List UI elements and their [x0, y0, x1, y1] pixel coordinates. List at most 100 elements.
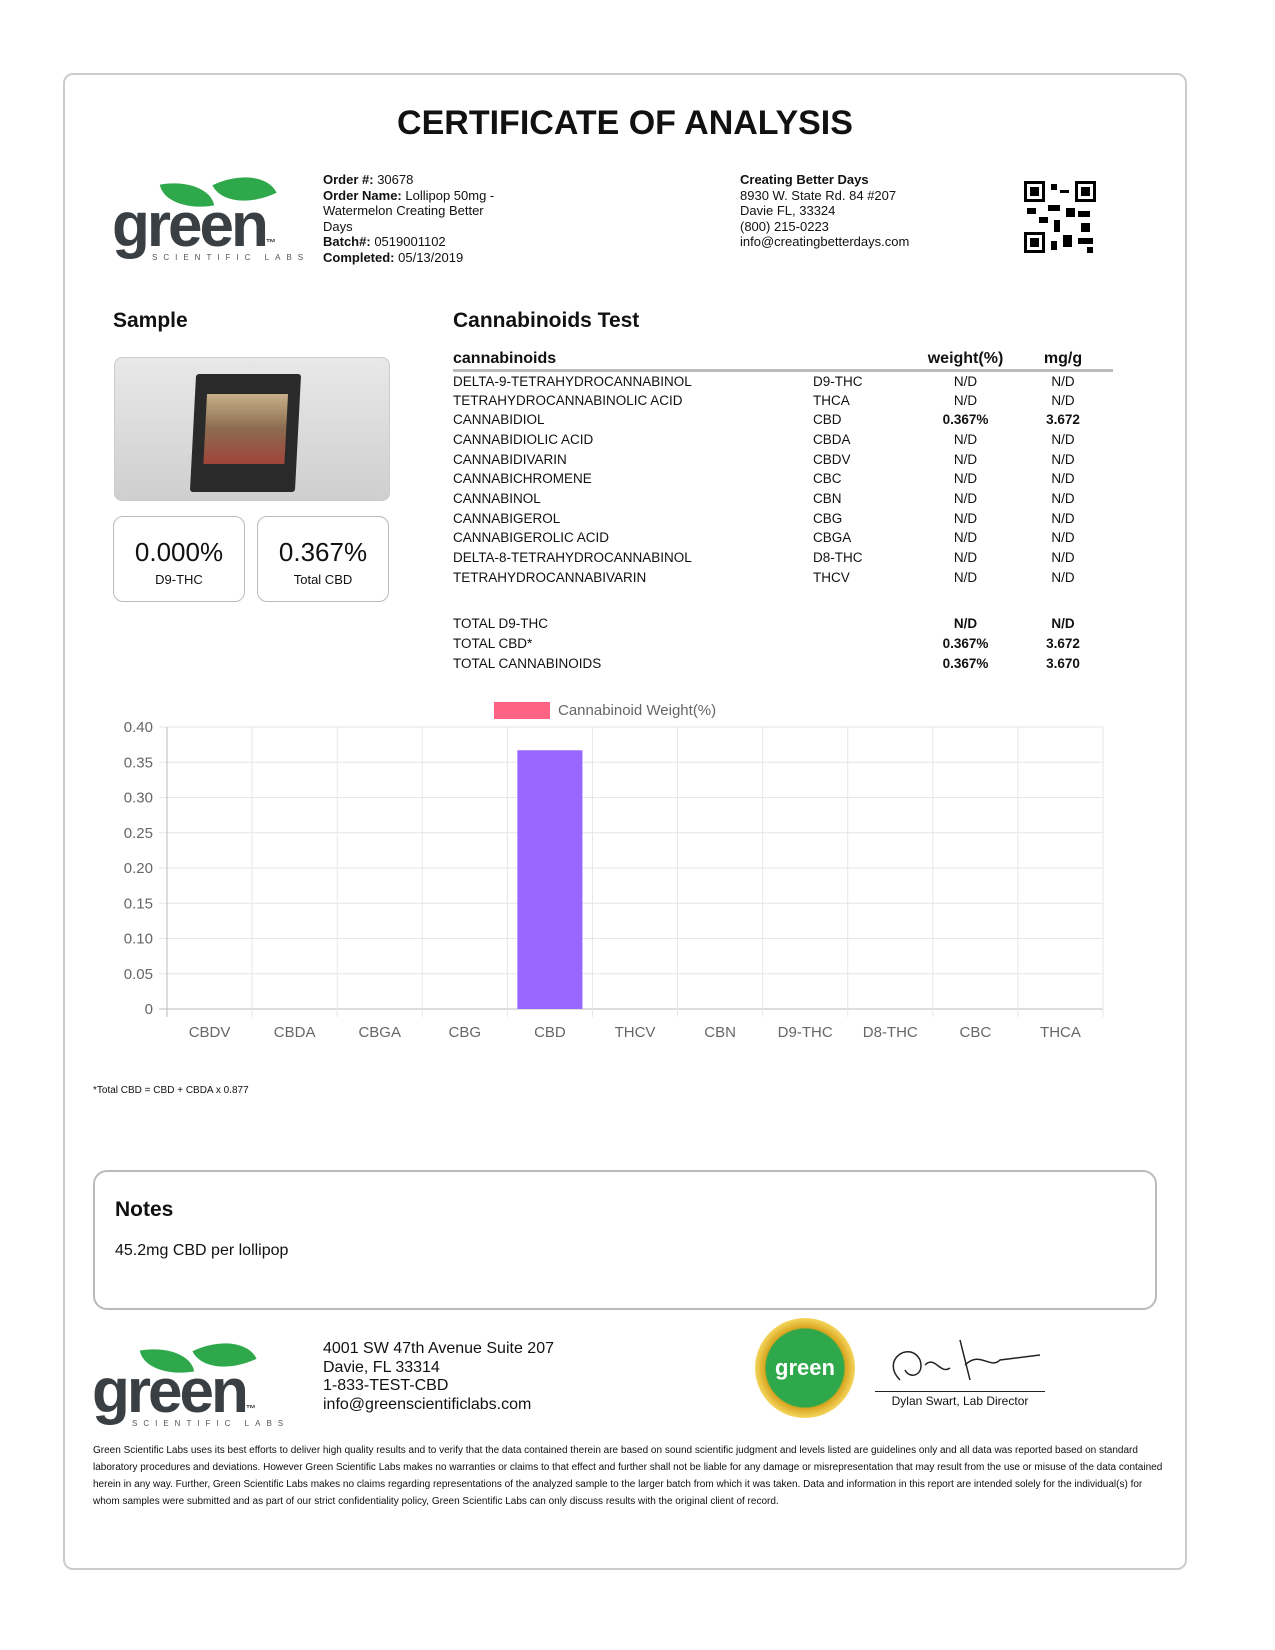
x-tick-label: D9-THC	[778, 1024, 833, 1041]
table-cell: D8-THC	[813, 550, 863, 566]
x-tick-label: THCA	[1040, 1024, 1081, 1041]
table-cell: 0.367%	[942, 655, 989, 671]
table-cell: N/D	[1051, 616, 1075, 632]
table-cell: 3.672	[1046, 636, 1080, 652]
table-cell: N/D	[953, 550, 978, 566]
x-tick-label: CBD	[534, 1024, 566, 1041]
table-cell: 0.367%	[942, 636, 989, 652]
page-title: CERTIFICATE OF ANALYSIS	[397, 104, 853, 142]
table-cell: N/D	[1051, 451, 1075, 467]
order-info: Order #: 30678 Order Name: Lollipop 50mg…	[323, 172, 495, 265]
signer-name: Dylan Swart, Lab Director	[891, 1394, 1029, 1408]
table-cell: N/D	[953, 490, 978, 506]
table-cell: CBN	[813, 490, 842, 506]
table-cell: N/D	[1051, 431, 1075, 447]
client-info: Creating Better Days 8930 W. State Rd. 8…	[740, 172, 910, 249]
qr-code[interactable]	[1024, 181, 1096, 253]
y-tick-label: 0.15	[124, 895, 153, 912]
y-tick-label: 0	[145, 1001, 153, 1018]
y-tick-label: 0.10	[124, 931, 153, 948]
x-tick-label: CBDV	[189, 1024, 231, 1041]
table-cell: CBC	[813, 471, 842, 487]
test-heading: Cannabinoids Test	[453, 309, 640, 332]
table-cell: CBDV	[813, 451, 851, 467]
x-tick-label: CBG	[449, 1024, 482, 1041]
table-cell: N/D	[953, 510, 978, 526]
notes-box: Notes 45.2mg CBD per lollipop	[93, 1170, 1157, 1310]
logo: green™ SCIENTIFIC LABS	[112, 161, 312, 262]
table-cell: CANNABIDIOLIC ACID	[453, 431, 594, 447]
table-cell: CANNABIGEROL	[453, 510, 561, 526]
cbd-summary: 0.367% Total CBD	[257, 516, 389, 602]
notes-heading: Notes	[115, 1198, 174, 1221]
total-row: TOTAL CANNABINOIDS 0.367% 3.670	[453, 653, 1113, 673]
table-cell: CBGA	[813, 530, 852, 546]
table-row: DELTA-9-TETRAHYDROCANNABINOL D9-THC N/D N/D	[453, 371, 1113, 391]
table-row: CANNABIDIVARIN CBDV N/D N/D	[453, 449, 1113, 469]
sample-photo	[114, 357, 390, 501]
table-cell: THCV	[813, 569, 850, 585]
x-tick-label: D8-THC	[863, 1024, 918, 1041]
table-row: TETRAHYDROCANNABINOLIC ACID THCA N/D N/D	[453, 390, 1113, 410]
sample-heading: Sample	[113, 309, 188, 332]
seal-of-testing: green	[755, 1318, 855, 1418]
cannabinoids-table: cannabinoids weight(%) mg/g DELTA-9-TETRA…	[453, 350, 1113, 673]
table-cell: CANNABINOL	[453, 490, 541, 506]
x-tick-label: THCV	[615, 1024, 656, 1041]
table-cell: N/D	[1051, 530, 1075, 546]
table-cell: N/D	[1051, 373, 1075, 389]
table-cell: N/D	[953, 616, 978, 632]
table-cell: CANNABIDIOL	[453, 412, 545, 428]
table-cell: CANNABIDIVARIN	[453, 451, 567, 467]
table-cell	[813, 634, 918, 654]
lab-address: 4001 SW 47th Avenue Suite 207 Davie, FL 3…	[323, 1340, 554, 1413]
notes-text: 45.2mg CBD per lollipop	[115, 1242, 289, 1259]
table-cell: 3.670	[1046, 655, 1080, 671]
x-tick-label: CBGA	[358, 1024, 401, 1041]
table-cell: N/D	[953, 471, 978, 487]
table-cell: N/D	[953, 392, 978, 408]
table-cell: TOTAL CANNABINOIDS	[453, 655, 602, 671]
table-cell	[813, 614, 918, 634]
y-tick-label: 0.30	[124, 790, 153, 807]
table-cell: CBDA	[813, 431, 851, 447]
certificate-frame	[63, 73, 1187, 1570]
x-tick-label: CBC	[960, 1024, 992, 1041]
chart-legend: Cannabinoid Weight(%)	[494, 702, 716, 719]
total-row: TOTAL CBD* 0.367% 3.672	[453, 634, 1113, 654]
table-row: DELTA-8-TETRAHYDROCANNABINOL D8-THC N/D N/D	[453, 548, 1113, 568]
table-cell: N/D	[1051, 392, 1075, 408]
signature-line	[875, 1391, 1045, 1392]
footnote: *Total CBD = CBD + CBDA x 0.877	[93, 1085, 249, 1096]
table-cell: N/D	[953, 431, 978, 447]
table-cell: N/D	[1051, 510, 1075, 526]
table-row: CANNABIGEROL CBG N/D N/D	[453, 508, 1113, 528]
total-row: TOTAL D9-THC N/D N/D	[453, 614, 1113, 634]
thc-summary: 0.000% D9-THC	[113, 516, 245, 602]
table-cell	[813, 653, 918, 673]
table-cell: 3.672	[1046, 412, 1080, 428]
footer-logo: green™ SCIENTIFIC LABS	[92, 1327, 292, 1428]
table-cell: N/D	[953, 451, 978, 467]
table-cell: CANNABICHROMENE	[453, 471, 592, 487]
table-cell: TOTAL D9-THC	[453, 616, 549, 632]
legend-swatch	[494, 702, 550, 719]
table-cell: N/D	[1051, 569, 1075, 585]
table-cell: N/D	[953, 530, 978, 546]
y-tick-label: 0.40	[124, 720, 153, 736]
table-row: TETRAHYDROCANNABIVARIN THCV N/D N/D	[453, 567, 1113, 587]
disclaimer: Green Scientific Labs uses its best effo…	[93, 1445, 1163, 1507]
table-cell: D9-THC	[813, 373, 863, 389]
table-cell: TOTAL CBD*	[453, 636, 533, 652]
bar-cbd	[517, 750, 583, 1009]
y-tick-label: 0.20	[124, 860, 153, 877]
table-cell: N/D	[953, 569, 978, 585]
table-cell: DELTA-8-TETRAHYDROCANNABINOL	[453, 550, 692, 566]
table-cell: N/D	[953, 373, 978, 389]
table-row: CANNABINOL CBN N/D N/D	[453, 489, 1113, 509]
y-tick-label: 0.35	[124, 754, 153, 771]
table-row: CANNABIDIOL CBD 0.367% 3.672	[453, 410, 1113, 430]
table-cell: TETRAHYDROCANNABIVARIN	[453, 569, 647, 585]
table-cell: CBD	[813, 412, 842, 428]
table-cell: THCA	[813, 392, 850, 408]
